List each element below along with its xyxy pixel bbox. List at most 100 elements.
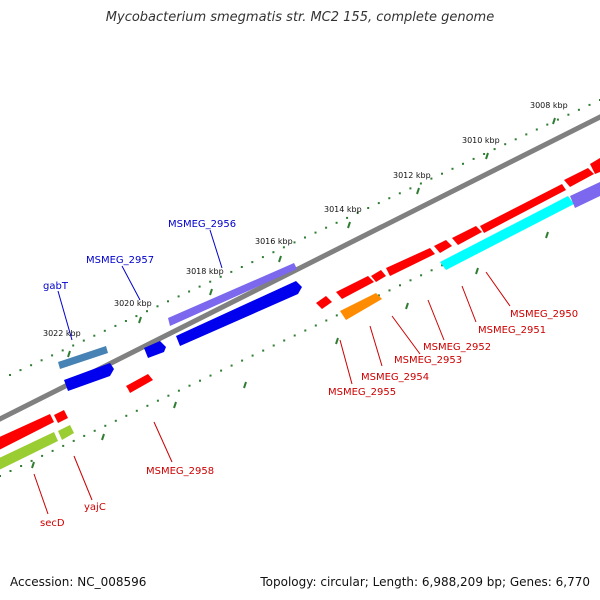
gene-secD-red[interactable] — [0, 414, 54, 452]
gene-cyan[interactable] — [440, 196, 574, 270]
gene-yajC[interactable] — [58, 425, 74, 440]
scale-dot — [398, 192, 401, 195]
gene-MSMEG_2954[interactable] — [340, 293, 382, 320]
gene-secD[interactable] — [0, 432, 58, 472]
scale-dot — [272, 251, 275, 254]
scale-dot — [240, 266, 243, 268]
scale-dot — [124, 320, 127, 322]
scale-dot — [167, 394, 170, 397]
gene-MSMEG_2956[interactable] — [168, 263, 297, 326]
gene-MSMEG_2958[interactable] — [126, 374, 153, 393]
gene-MSMEG_2952[interactable] — [386, 248, 435, 276]
gene-MSMEG_2956-cds[interactable] — [176, 281, 302, 346]
scale-dot — [9, 374, 11, 376]
scale-dot — [188, 290, 191, 293]
kbp-label-3022: 3022 kbp — [43, 329, 81, 338]
scale-dot — [230, 270, 233, 273]
gene-MSMEG_2953-b[interactable] — [371, 270, 386, 282]
scale-dot — [546, 123, 549, 126]
gene-MSMEG_2951[interactable] — [434, 240, 452, 253]
scale-dot — [430, 269, 433, 272]
scale-dot — [209, 374, 212, 377]
label-MSMEG_2953[interactable]: MSMEG_2953 — [394, 355, 462, 366]
gene-edge-slate[interactable] — [570, 182, 600, 208]
scale-labels: 3008 kbp 3010 kbp 3012 kbp 3014 kbp 3016… — [43, 101, 568, 338]
scale-dot — [167, 300, 169, 303]
forward-genes — [58, 263, 302, 391]
scale-dot — [19, 369, 22, 372]
label-MSMEG_2955[interactable]: MSMEG_2955 — [328, 387, 396, 398]
forward-leaders — [57, 229, 223, 341]
scale-dot — [441, 264, 444, 267]
gene-MSMEG_2953[interactable] — [336, 276, 374, 299]
scale-dot — [472, 157, 475, 160]
scale-dot — [41, 454, 44, 457]
scale-dot — [272, 344, 275, 347]
map-title: Mycobacterium smegmatis str. MC2 155, co… — [105, 10, 495, 25]
scale-dot — [504, 143, 507, 146]
label-secD[interactable]: secD — [40, 518, 65, 529]
scale-dot — [462, 162, 464, 165]
label-MSMEG_2952[interactable]: MSMEG_2952 — [423, 342, 491, 353]
scale-dot — [399, 284, 401, 287]
scale-dot — [420, 274, 423, 277]
scale-dot — [577, 108, 580, 111]
gene-gabT[interactable] — [58, 346, 108, 369]
scale-dot — [430, 177, 433, 180]
scale-dot — [525, 133, 528, 136]
scale-dot — [156, 305, 159, 308]
kbp-label-3014: 3014 kbp — [324, 205, 362, 214]
label-yajC[interactable]: yajC — [84, 502, 106, 513]
scale-dot — [51, 354, 54, 357]
scale-dot — [409, 187, 412, 190]
scale-dot — [556, 118, 559, 121]
scale-dot — [251, 354, 254, 357]
label-MSMEG_2954[interactable]: MSMEG_2954 — [361, 372, 429, 383]
scale-dot — [146, 310, 148, 313]
label-MSMEG_2956[interactable]: MSMEG_2956 — [168, 219, 236, 230]
gene-MSMEG_2950-b[interactable] — [564, 168, 594, 187]
scale-dot — [335, 314, 338, 317]
scale-dot — [314, 231, 317, 234]
scale-dot — [346, 216, 349, 219]
scale-dot — [451, 167, 454, 170]
scale-dot — [198, 285, 201, 288]
gene-gabT-cds[interactable] — [64, 363, 114, 391]
gene-MSMEG_2951-b[interactable] — [452, 226, 482, 245]
scale-dot — [93, 334, 96, 337]
label-MSMEG_2951[interactable]: MSMEG_2951 — [478, 325, 546, 336]
scale-dot — [209, 280, 212, 283]
scale-dot — [514, 138, 517, 141]
scale-dot — [293, 241, 296, 244]
gene-MSMEG_2955[interactable] — [316, 296, 332, 309]
scale-dot — [20, 465, 23, 467]
scale-dot — [188, 384, 191, 387]
scale-dot — [388, 197, 391, 200]
scale-dot — [156, 399, 159, 402]
gene-MSMEG_2957[interactable] — [144, 341, 166, 358]
scale-dot — [282, 246, 285, 249]
scale-dot — [409, 279, 412, 282]
scale-dot — [230, 364, 233, 367]
scale-dot — [177, 389, 180, 392]
scale-dot — [0, 475, 1, 477]
gene-MSMEG_2950[interactable] — [480, 184, 566, 233]
scale-dot — [377, 202, 380, 205]
scale-dot — [388, 289, 391, 292]
scale-dot — [93, 429, 96, 432]
label-MSMEG_2957[interactable]: MSMEG_2957 — [86, 255, 154, 266]
scale-dot — [367, 207, 370, 209]
label-gabT[interactable]: gabT — [43, 281, 69, 292]
scale-dot — [72, 344, 75, 347]
label-MSMEG_2950[interactable]: MSMEG_2950 — [510, 309, 578, 320]
scale-dot — [588, 103, 591, 106]
gene-yajC-red[interactable] — [54, 410, 68, 423]
kbp-label-3008: 3008 kbp — [530, 101, 568, 110]
scale-dot — [82, 339, 85, 342]
gene-edge-red[interactable] — [590, 158, 600, 174]
scale-dot — [441, 172, 443, 175]
accession-label: Accession: — [10, 575, 74, 589]
label-MSMEG_2958[interactable]: MSMEG_2958 — [146, 466, 214, 477]
kbp-label-3012: 3012 kbp — [393, 171, 431, 180]
